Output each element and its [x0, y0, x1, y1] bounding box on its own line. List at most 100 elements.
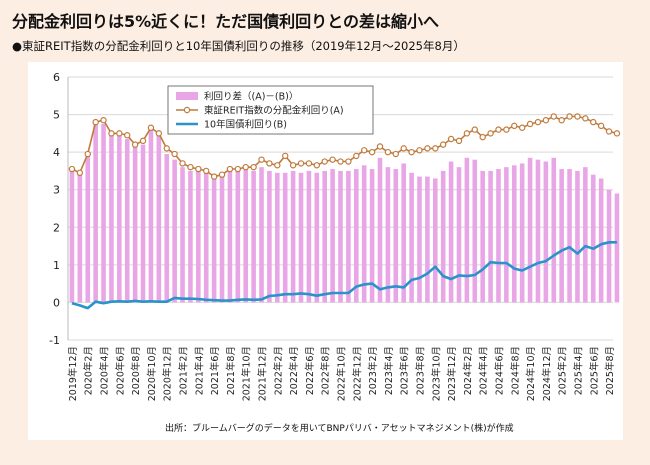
spread-bar [203, 172, 209, 303]
spread-bar [330, 169, 335, 303]
reit-yield-point [447, 135, 455, 143]
spread-bar [575, 170, 580, 303]
reit-yield-point [597, 122, 605, 130]
reit-yield-point [155, 130, 163, 137]
spread-bar [504, 167, 509, 303]
spread-bar [259, 167, 264, 303]
x-tick-label: 2025年4月 [572, 346, 584, 395]
legend: 利回り差（(A)－(B)） 東証REIT指数の分配金利回り(A) 10年国債利回り(… [167, 85, 374, 135]
x-axis: 2019年12月 2020年2月 2020年4月 2020年6月 2020年8月 2020… [67, 346, 616, 401]
reit-yield-point [210, 173, 218, 180]
reit-yield-point [526, 120, 534, 128]
y-axis: -1 0 1 2 3 4 5 6 [49, 71, 69, 347]
x-tick-label: 2025年2月 [557, 346, 569, 395]
spread-bar [440, 170, 446, 303]
spread-bar [385, 167, 391, 303]
legend-box [167, 85, 374, 135]
reit-yield-point [439, 141, 447, 148]
chart-subtitle: ●東証REIT指数の分配金利回りと10年国債利回りの推移（2019年12月～20… [12, 39, 465, 53]
reit-yield-point [163, 145, 170, 152]
reit-yield-point [416, 147, 423, 154]
reit-yield-point [558, 117, 565, 124]
spread-bar [369, 169, 375, 303]
spread-bar [425, 176, 430, 303]
x-tick-label: 2024年10月 [525, 346, 537, 401]
x-tick-label: 2021年12月 [257, 346, 269, 401]
reit-yield-point [313, 162, 321, 169]
reit-yield-point [250, 163, 257, 171]
reit-yield-point [131, 141, 139, 148]
reit-yield-point [282, 152, 289, 160]
spread-bar [559, 169, 564, 303]
reit-yield-point [424, 145, 431, 152]
x-tick-label: 2024年4月 [478, 346, 490, 395]
reit-yield-point [463, 130, 471, 137]
x-tick-label: 2021年4月 [193, 346, 205, 395]
x-tick-label: 2022年12月 [351, 346, 363, 401]
x-tick-label: 2023年12月 [446, 346, 458, 401]
y-tick-label: 0 [53, 296, 60, 309]
reit-yield-point [353, 152, 360, 160]
spread-bar [124, 138, 130, 303]
x-tick-label: 2022年4月 [288, 346, 300, 395]
spread-bar [314, 172, 320, 303]
reit-yield-point [297, 160, 305, 167]
x-tick-label: 2022年6月 [304, 346, 316, 395]
spread-bar [164, 154, 170, 303]
spread-bar [472, 159, 478, 303]
spread-bar [180, 167, 185, 303]
reit-yield-point [574, 113, 581, 120]
spread-bar [306, 170, 312, 303]
spread-bar [227, 170, 233, 303]
spread-bar [172, 159, 177, 303]
reit-yield-point [84, 150, 91, 158]
spread-bar [511, 165, 517, 303]
spread-bar [109, 135, 114, 303]
spread-bar [101, 123, 106, 303]
reit-yield-point [337, 158, 344, 165]
spread-bar [590, 174, 596, 303]
reit-yield-line [71, 115, 618, 178]
spread-bar [432, 178, 438, 303]
x-tick-label: 2023年8月 [414, 346, 426, 395]
reit-yield-point [605, 128, 613, 135]
legend-jgb-label: 10年国債利回り(B) [204, 119, 287, 131]
x-tick-label: 2023年4月 [383, 346, 395, 395]
spread-bar [132, 146, 138, 303]
spread-bar [401, 163, 406, 303]
spread-bar [519, 163, 525, 303]
reit-yield-point [187, 163, 194, 171]
reit-yield-point [360, 147, 368, 154]
x-tick-label: 2024年2月 [462, 346, 474, 395]
y-tick-label: 4 [53, 146, 60, 159]
x-tick-label: 2020年4月 [99, 346, 111, 395]
spread-bar [527, 157, 533, 303]
spread-bar [543, 161, 549, 303]
spread-bar [606, 189, 612, 303]
x-tick-label: 2020年8月 [130, 346, 142, 395]
jgb-yield-line [71, 241, 617, 310]
spread-bar [338, 170, 343, 303]
x-tick-label: 2023年6月 [399, 346, 411, 395]
spread-bar [583, 167, 588, 303]
reit-yield-point [108, 130, 115, 137]
spread-bar [346, 170, 351, 303]
x-tick-label: 2023年10月 [430, 346, 442, 401]
spread-bar [275, 172, 280, 303]
page-title: 分配金利回りは5%近くに！ただ国債利回りとの差は縮小へ [12, 12, 440, 31]
y-tick-label: 1 [53, 259, 60, 272]
reit-yield-point [432, 145, 439, 152]
spread-bar [156, 135, 162, 303]
x-tick-label: 2021年6月 [209, 346, 221, 395]
reit-yield-point [400, 145, 407, 152]
reit-yield-point [384, 148, 392, 156]
series-lines [68, 113, 621, 310]
spread-bar [85, 154, 91, 303]
reit-yield-point [147, 124, 155, 131]
reit-yield-point [368, 148, 376, 156]
spread-bar [140, 144, 146, 303]
spread-bar [69, 169, 75, 303]
spread-bar [196, 170, 201, 303]
reit-yield-point [534, 118, 542, 126]
reit-yield-point [258, 156, 265, 163]
